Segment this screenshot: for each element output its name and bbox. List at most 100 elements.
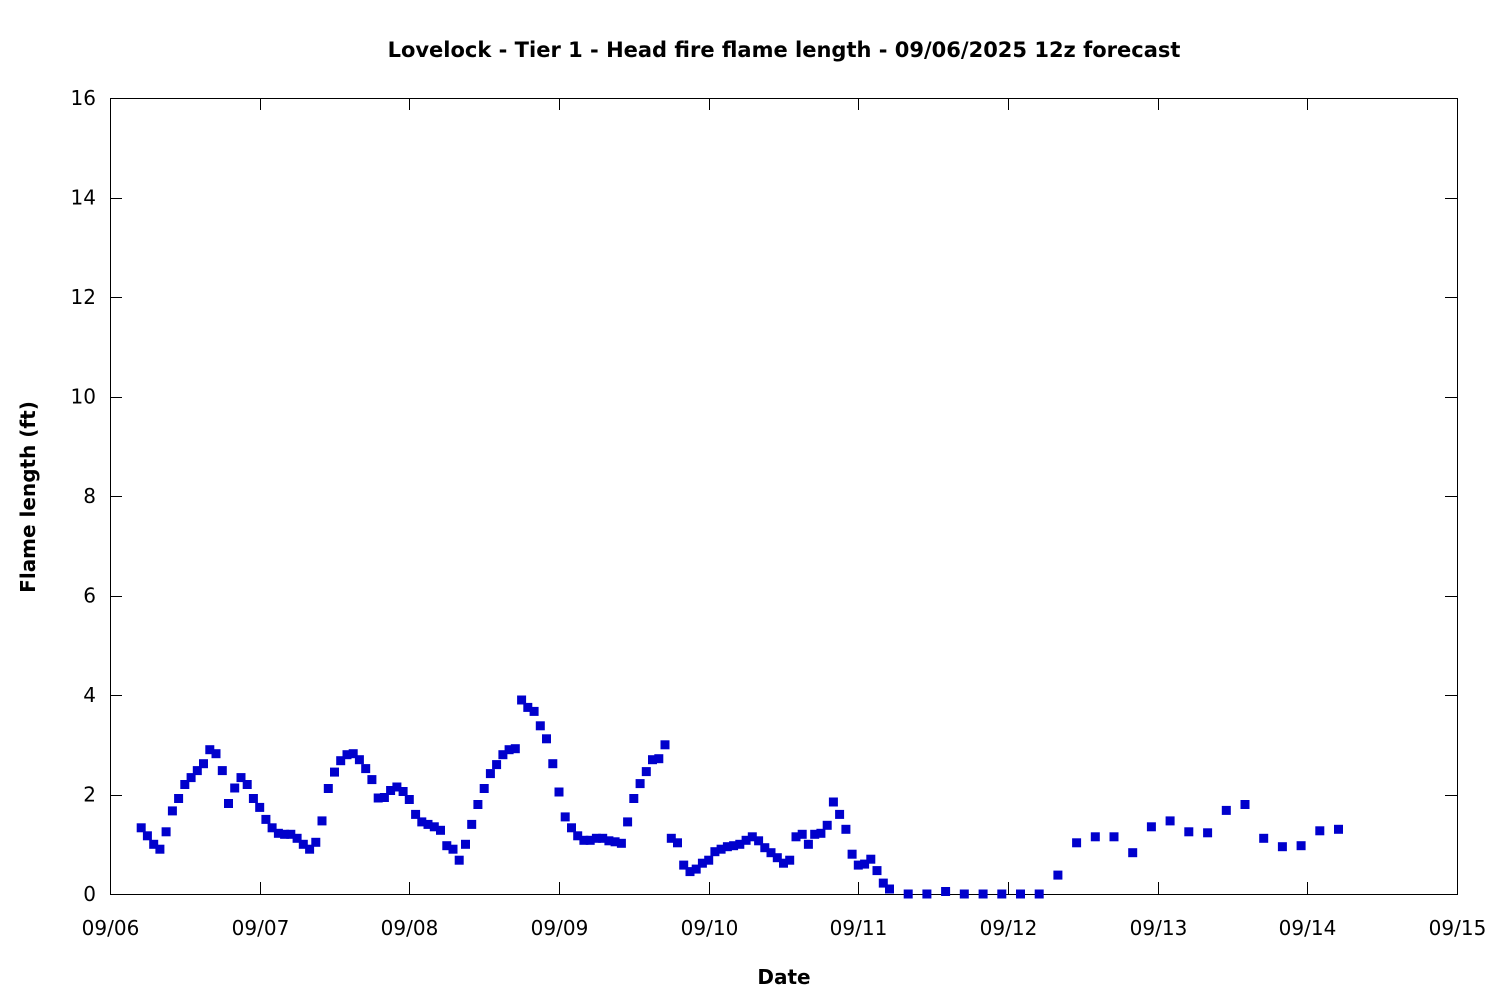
data-point — [517, 695, 527, 705]
data-point — [155, 844, 165, 854]
data-point — [485, 769, 495, 779]
x-tick-label: 09/06 — [82, 916, 140, 940]
data-point — [716, 844, 726, 854]
data-point — [648, 755, 657, 765]
x-tick-label: 09/07 — [232, 916, 290, 940]
data-point — [423, 819, 433, 829]
data-point — [760, 843, 770, 853]
data-point — [853, 860, 863, 870]
data-point — [342, 750, 352, 760]
data-point — [280, 829, 290, 839]
data-point — [573, 831, 583, 841]
data-point — [348, 749, 358, 759]
data-point — [1128, 848, 1138, 858]
data-point — [149, 839, 159, 849]
data-point — [604, 836, 614, 846]
data-point — [404, 795, 414, 804]
data-point — [236, 773, 246, 783]
data-point — [828, 797, 838, 807]
y-tick-label: 16 — [71, 86, 96, 110]
chart-title: Lovelock - Tier 1 - Head fire flame leng… — [388, 38, 1181, 62]
data-point — [710, 847, 720, 857]
y-tick-label: 10 — [71, 385, 96, 409]
data-point — [554, 787, 564, 797]
data-point — [866, 854, 876, 864]
data-point — [635, 779, 645, 789]
data-point — [461, 839, 470, 849]
data-point — [529, 706, 539, 716]
plot-frame — [110, 98, 1458, 895]
x-tick-label: 09/09 — [531, 916, 589, 940]
data-point — [847, 849, 857, 859]
data-point — [704, 855, 714, 865]
data-point — [436, 825, 445, 835]
data-point — [1277, 842, 1287, 852]
data-point — [367, 775, 377, 785]
data-point — [835, 809, 845, 819]
data-point — [1146, 822, 1156, 832]
data-point — [623, 817, 633, 827]
data-point — [454, 855, 464, 865]
data-point — [392, 782, 402, 792]
axis-ticks: 0 2 4 6 8 10 12 14 16 09/06 09/07 09/08 09/09 09/10 09… — [71, 86, 1487, 940]
data-point — [323, 784, 333, 793]
y-tick-label: 0 — [83, 882, 96, 906]
data-point — [1016, 889, 1025, 899]
y-tick-label: 8 — [83, 484, 96, 508]
data-point — [567, 823, 576, 833]
data-point — [467, 819, 477, 829]
data-point — [959, 889, 969, 899]
data-point — [766, 848, 776, 858]
data-point — [1259, 833, 1269, 843]
data-point — [298, 839, 308, 849]
y-tick-label: 2 — [83, 783, 96, 807]
data-point — [941, 887, 951, 896]
data-point — [922, 889, 932, 899]
data-point — [317, 816, 327, 826]
data-point — [1203, 828, 1213, 838]
data-point — [167, 806, 177, 816]
data-point — [510, 744, 520, 754]
data-point — [779, 858, 788, 868]
data-point — [142, 831, 152, 841]
data-point — [373, 793, 383, 803]
data-point — [754, 836, 764, 846]
data-point — [666, 833, 676, 843]
data-point — [354, 755, 364, 765]
data-point — [1315, 826, 1325, 836]
data-point — [741, 835, 751, 845]
data-point — [498, 750, 508, 760]
data-point — [997, 889, 1007, 899]
data-point — [697, 858, 707, 868]
data-point — [186, 773, 196, 783]
data-point — [492, 760, 502, 770]
data-point — [504, 745, 514, 755]
data-point — [1184, 827, 1194, 837]
data-point — [267, 823, 277, 833]
data-point — [872, 866, 882, 876]
x-tick-label: 09/08 — [381, 916, 439, 940]
data-point — [199, 759, 208, 769]
data-point — [735, 839, 745, 849]
x-tick-label: 09/13 — [1130, 916, 1188, 940]
data-point — [398, 787, 408, 796]
data-point — [747, 832, 757, 842]
data-point — [598, 833, 608, 843]
data-point — [473, 800, 483, 809]
data-point — [579, 835, 589, 845]
data-point — [261, 814, 271, 824]
data-point — [429, 822, 439, 832]
data-point — [136, 823, 146, 833]
data-point — [448, 844, 458, 854]
data-point — [1072, 838, 1082, 848]
data-point — [417, 817, 427, 827]
data-point — [685, 867, 695, 877]
data-point — [411, 809, 421, 819]
data-point — [885, 884, 894, 894]
data-point — [878, 878, 888, 888]
data-point — [679, 860, 689, 870]
data-point — [822, 820, 832, 830]
data-point — [1334, 824, 1343, 834]
data-point — [722, 842, 732, 852]
data-point — [161, 827, 171, 837]
